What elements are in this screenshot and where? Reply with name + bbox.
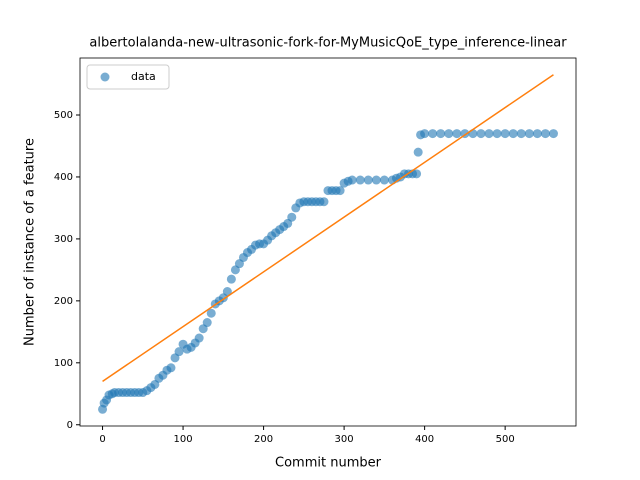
y-tick-label: 400 xyxy=(54,172,73,183)
point xyxy=(524,129,534,139)
point xyxy=(500,129,510,139)
point xyxy=(444,129,454,139)
point xyxy=(452,129,462,139)
x-tick-label: 500 xyxy=(496,434,515,445)
fit-line xyxy=(102,74,554,383)
point xyxy=(413,147,423,157)
point xyxy=(379,175,389,185)
legend-box xyxy=(86,64,170,90)
point xyxy=(347,175,357,185)
y-tick-label: 0 xyxy=(67,420,73,431)
y-tick-label: 500 xyxy=(54,110,73,121)
x-axis-label: Commit number xyxy=(275,456,382,471)
point xyxy=(222,287,232,297)
point xyxy=(476,129,486,139)
y-tick-label: 300 xyxy=(54,234,73,245)
y-tick-label: 100 xyxy=(54,358,73,369)
point xyxy=(363,175,373,185)
point xyxy=(508,129,518,139)
point xyxy=(166,363,176,373)
point xyxy=(428,129,438,139)
point xyxy=(548,129,558,139)
point xyxy=(484,129,494,139)
point xyxy=(202,318,212,328)
x-tick-label: 300 xyxy=(335,434,354,445)
point xyxy=(436,129,446,139)
x-tick-label: 0 xyxy=(99,434,105,445)
chart-title: albertolalanda-new-ultrasonic-fork-for-M… xyxy=(89,36,567,51)
x-tick-label: 400 xyxy=(415,434,434,445)
point xyxy=(532,129,542,139)
point xyxy=(335,186,345,196)
point xyxy=(412,169,422,179)
point xyxy=(206,308,216,318)
point xyxy=(355,175,365,185)
point xyxy=(492,129,502,139)
point xyxy=(516,129,526,139)
x-tick-label: 200 xyxy=(254,434,273,445)
point xyxy=(287,212,297,222)
y-tick-label: 200 xyxy=(54,296,73,307)
y-axis-label: Number of instance of a feature xyxy=(23,138,38,346)
x-tick-label: 100 xyxy=(174,434,193,445)
point xyxy=(226,274,236,284)
plot-frame xyxy=(79,57,577,427)
point xyxy=(174,347,184,357)
point xyxy=(420,129,430,139)
legend-marker xyxy=(100,72,110,82)
point xyxy=(540,129,550,139)
point xyxy=(371,175,381,185)
point xyxy=(319,197,329,207)
legend-label: data xyxy=(131,70,156,83)
point xyxy=(468,129,478,139)
point xyxy=(194,333,204,343)
